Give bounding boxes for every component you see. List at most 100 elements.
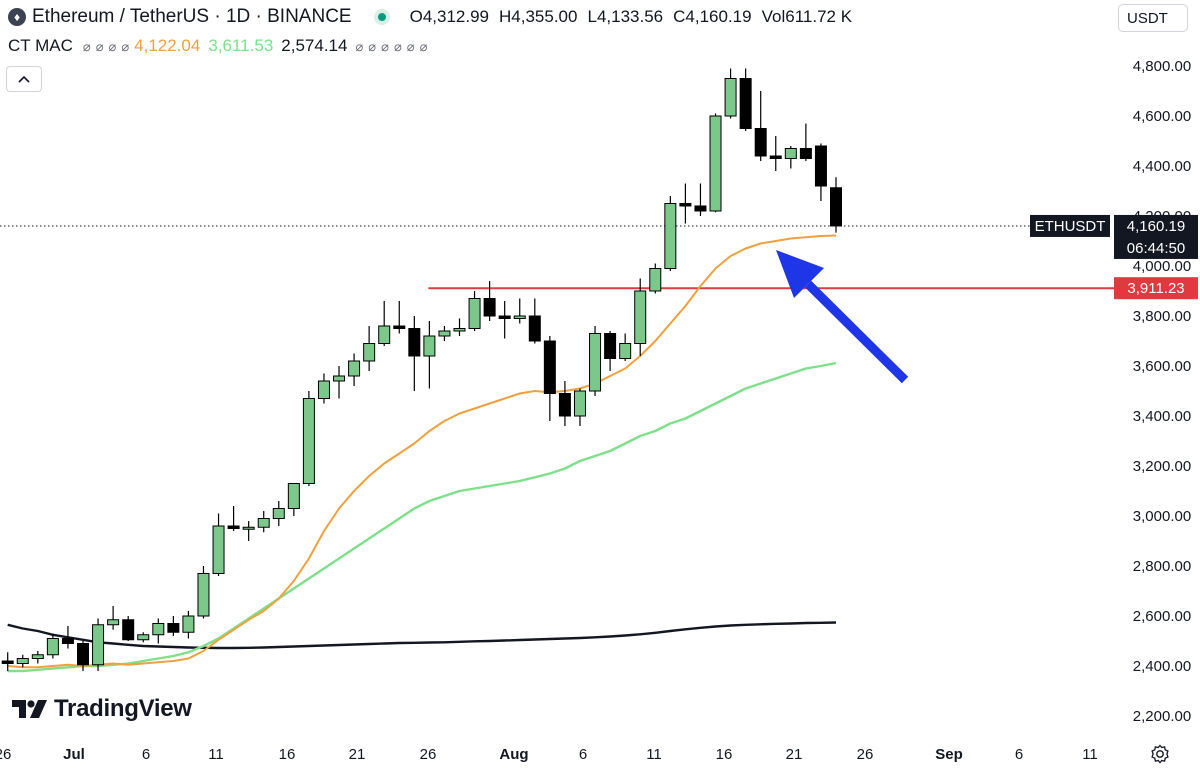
y-tick-label: 2,800.00 bbox=[1133, 558, 1191, 575]
x-tick-label: Jul bbox=[63, 746, 85, 763]
candle-body bbox=[197, 573, 210, 617]
candle-body bbox=[408, 328, 421, 357]
candle-body bbox=[227, 525, 240, 529]
arrow-annotation bbox=[804, 280, 909, 384]
candle bbox=[664, 196, 677, 271]
candle bbox=[739, 68, 752, 131]
candle-body bbox=[558, 393, 571, 417]
candle-body bbox=[498, 315, 511, 319]
candle bbox=[348, 353, 361, 386]
x-tick-label: Aug bbox=[499, 746, 528, 763]
y-tick-label: 3,200.00 bbox=[1133, 458, 1191, 475]
candle-body bbox=[363, 343, 376, 362]
x-tick-label: 11 bbox=[208, 746, 224, 763]
ethereum-icon: ♦ bbox=[8, 8, 26, 26]
x-tick-label: 11 bbox=[1082, 746, 1098, 763]
collapse-legend-button[interactable] bbox=[6, 66, 42, 92]
candle bbox=[498, 301, 511, 339]
symbol-price-tag bbox=[1030, 214, 1110, 237]
candle-body bbox=[589, 333, 602, 392]
settings-gear-icon[interactable] bbox=[1150, 744, 1170, 764]
candle bbox=[197, 566, 210, 619]
candle-body bbox=[333, 375, 346, 382]
candle bbox=[784, 146, 797, 169]
candle-body bbox=[754, 128, 767, 157]
candle-body bbox=[393, 325, 406, 329]
candle-body bbox=[77, 643, 89, 666]
candle-body bbox=[1, 660, 14, 664]
x-tick-label: 11 bbox=[646, 746, 662, 763]
x-tick-label: 21 bbox=[786, 746, 803, 763]
candle-body bbox=[107, 619, 120, 626]
ohlc-vol: Vol611.72 K bbox=[761, 7, 853, 26]
last-price-label: 4,160.19 bbox=[1127, 218, 1185, 235]
candle-body bbox=[16, 658, 29, 664]
currency-button[interactable]: USDT bbox=[1118, 4, 1188, 32]
empty-value-icon: ⌀ bbox=[406, 39, 415, 54]
candle bbox=[182, 611, 195, 639]
candle bbox=[61, 626, 74, 649]
y-tick-label: 4,400.00 bbox=[1133, 158, 1191, 175]
candle-body bbox=[378, 325, 391, 344]
candle bbox=[333, 366, 346, 399]
candle-body bbox=[799, 148, 812, 159]
candle bbox=[408, 316, 421, 391]
candle-body bbox=[182, 615, 195, 633]
candle-body bbox=[814, 145, 827, 187]
symbol-title[interactable]: Ethereum / TetherUS · 1D · BINANCE bbox=[32, 6, 352, 27]
empty-value-icon: ⌀ bbox=[419, 39, 428, 54]
candle-body bbox=[212, 525, 225, 574]
candle-body bbox=[287, 483, 300, 509]
y-tick-label: 4,000.00 bbox=[1133, 258, 1191, 275]
candle-body bbox=[739, 78, 752, 129]
candle bbox=[242, 521, 255, 541]
y-tick-label: 3,400.00 bbox=[1133, 408, 1191, 425]
empty-value-icon: ⌀ bbox=[393, 39, 402, 54]
candle-body bbox=[528, 315, 541, 342]
candle bbox=[227, 506, 240, 531]
candle-body bbox=[31, 654, 44, 659]
tradingview-logo: TradingView bbox=[12, 695, 192, 723]
candle bbox=[167, 616, 180, 636]
candle-body bbox=[664, 203, 677, 269]
market-status-icon bbox=[373, 9, 390, 25]
candle-body bbox=[92, 624, 105, 666]
candle bbox=[438, 326, 451, 341]
indicator-value: 2,574.14 bbox=[281, 36, 348, 55]
arrow-head bbox=[776, 250, 824, 298]
countdown-label: 06:44:50 bbox=[1127, 240, 1185, 257]
ohlc-h: H4,355.00 bbox=[499, 7, 578, 26]
candle bbox=[152, 618, 165, 644]
candle bbox=[257, 511, 270, 533]
candle-body bbox=[272, 508, 285, 519]
indicator-name: CT MAC bbox=[8, 36, 73, 55]
candle bbox=[604, 331, 617, 371]
candle bbox=[573, 388, 586, 426]
ma-mid-line bbox=[7, 361, 837, 673]
candle-body bbox=[348, 360, 361, 377]
candle bbox=[272, 501, 285, 526]
candle-body bbox=[453, 328, 466, 332]
x-tick-label: 21 bbox=[349, 746, 366, 763]
tradingview-logo-icon bbox=[12, 700, 47, 718]
candle-body bbox=[679, 203, 692, 207]
x-tick-label: 26 bbox=[857, 746, 874, 763]
candle-body bbox=[709, 115, 722, 212]
candle-body bbox=[167, 623, 180, 633]
candle-body bbox=[137, 634, 150, 641]
currency-label: USDT bbox=[1127, 9, 1168, 27]
candle bbox=[589, 326, 602, 396]
chart-header: ♦ Ethereum / TetherUS · 1D · BINANCE O4,… bbox=[8, 5, 862, 29]
x-tick-label: 6 bbox=[1015, 746, 1023, 763]
candle bbox=[649, 263, 662, 294]
ma-slow-line bbox=[7, 621, 837, 650]
x-tick-label: 16 bbox=[279, 746, 296, 763]
y-tick-label: 2,400.00 bbox=[1133, 658, 1191, 675]
candle bbox=[528, 298, 541, 344]
candle-body bbox=[649, 268, 662, 292]
x-tick-label: 16 bbox=[716, 746, 733, 763]
indicator-legend[interactable]: CT MAC ⌀ ⌀ ⌀ ⌀ 4,122.04 3,611.53 2,574.14 ⌀ ⌀ ⌀ ⌀ ⌀… bbox=[8, 35, 432, 57]
candle-body bbox=[61, 638, 74, 644]
candle bbox=[799, 123, 812, 161]
